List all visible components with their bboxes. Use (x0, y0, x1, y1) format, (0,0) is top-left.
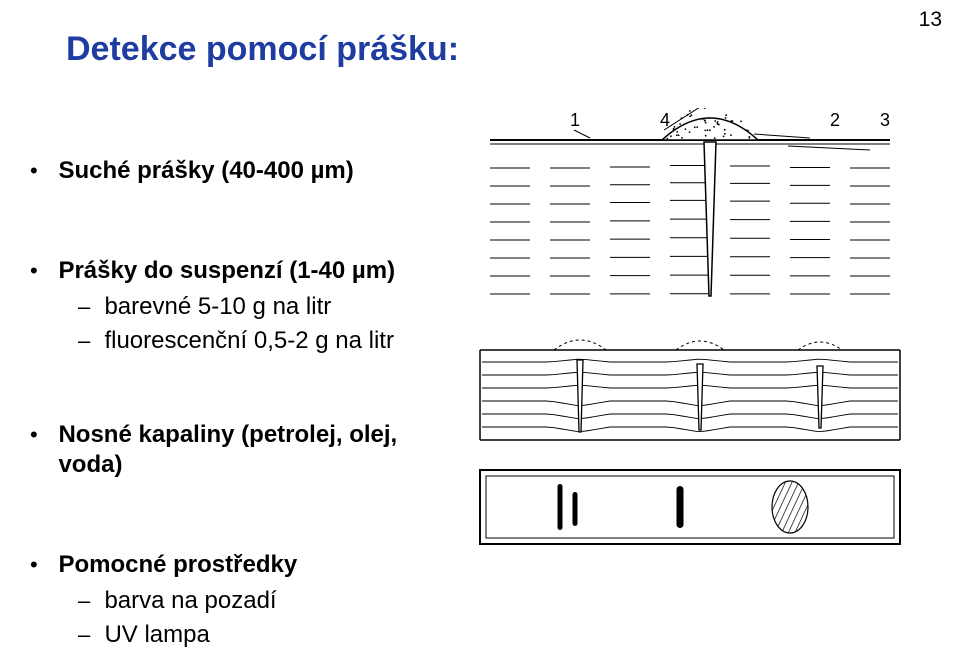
figures-column: 1423 (470, 108, 930, 564)
diagram-indications-box (470, 462, 930, 552)
diagram-surface-cracks (470, 320, 930, 450)
bullet-dot-icon: • (30, 156, 54, 186)
bullet-dash-icon: – (78, 292, 100, 322)
bullet-text: fluorescenční 0,5-2 g na litr (104, 326, 394, 356)
bullet-text: Prášky do suspenzí (1-40 µm) (58, 256, 395, 286)
bullet-dash-icon: – (78, 620, 100, 650)
svg-text:3: 3 (880, 110, 890, 130)
list-item-l1: • Nosné kapaliny (petrolej, olej, voda) (30, 420, 450, 480)
bullet-list: • Suché prášky (40-400 µm) • Prášky do s… (30, 130, 450, 650)
list-item-l1: • Pomocné prostředky (30, 550, 450, 580)
page-title: Detekce pomocí prášku: (66, 30, 459, 69)
list-item-l1: • Prášky do suspenzí (1-40 µm) (30, 256, 450, 286)
bullet-text: barevné 5-10 g na litr (104, 292, 331, 322)
bullet-dash-icon: – (78, 586, 100, 616)
bullet-text: UV lampa (104, 620, 209, 650)
svg-text:2: 2 (830, 110, 840, 130)
bullet-dot-icon: • (30, 256, 54, 286)
bullet-text: Pomocné prostředky (58, 550, 297, 580)
list-item-l2: – fluorescenční 0,5-2 g na litr (78, 326, 450, 356)
list-item-l2: – barevné 5-10 g na litr (78, 292, 450, 322)
bullet-text: barva na pozadí (104, 586, 276, 616)
bullet-dot-icon: • (30, 420, 54, 450)
bullet-dot-icon: • (30, 550, 54, 580)
bullet-text: Suché prášky (40-400 µm) (58, 156, 353, 186)
list-item-l2: – barva na pozadí (78, 586, 450, 616)
diagram-magnetic-flux: 1423 (470, 108, 930, 308)
svg-text:1: 1 (570, 110, 580, 130)
page-number: 13 (919, 8, 942, 32)
bullet-dash-icon: – (78, 326, 100, 356)
list-item-l2: – UV lampa (78, 620, 450, 650)
list-item-l1: • Suché prášky (40-400 µm) (30, 156, 450, 186)
bullet-text: Nosné kapaliny (petrolej, olej, voda) (58, 420, 438, 480)
